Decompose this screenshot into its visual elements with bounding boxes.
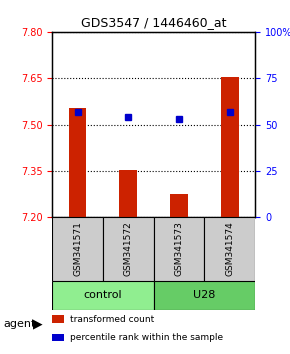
Text: GSM341572: GSM341572 — [124, 222, 133, 276]
Text: control: control — [84, 290, 122, 300]
Text: GSM341574: GSM341574 — [225, 222, 234, 276]
Bar — [69, 108, 86, 217]
Text: U28: U28 — [193, 290, 216, 300]
FancyBboxPatch shape — [204, 217, 255, 281]
Bar — [52, 315, 64, 323]
Text: transformed count: transformed count — [70, 315, 155, 324]
Title: GDS3547 / 1446460_at: GDS3547 / 1446460_at — [81, 16, 226, 29]
Text: GSM341571: GSM341571 — [73, 222, 82, 276]
Bar — [52, 334, 64, 341]
Bar — [221, 77, 239, 217]
Text: percentile rank within the sample: percentile rank within the sample — [70, 333, 224, 342]
FancyBboxPatch shape — [52, 281, 154, 310]
Bar — [170, 194, 188, 217]
FancyBboxPatch shape — [103, 217, 154, 281]
Text: ▶: ▶ — [33, 318, 43, 330]
Text: GSM341573: GSM341573 — [175, 222, 184, 276]
FancyBboxPatch shape — [154, 217, 204, 281]
FancyBboxPatch shape — [154, 281, 255, 310]
Bar — [119, 170, 137, 217]
FancyBboxPatch shape — [52, 217, 103, 281]
Text: agent: agent — [3, 319, 35, 329]
